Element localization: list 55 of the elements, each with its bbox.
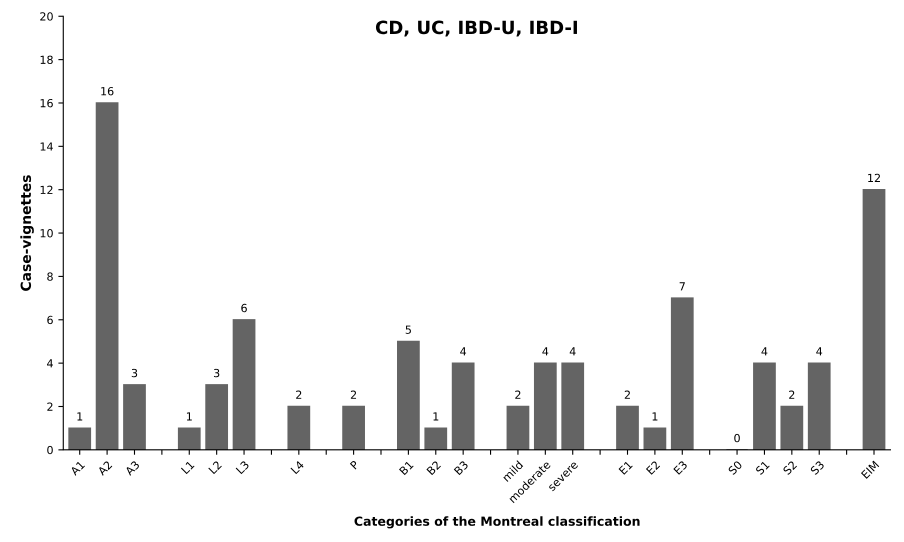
- x-tick-label: E2: [646, 460, 660, 475]
- y-tick-label: 10: [40, 229, 53, 238]
- data-label: 3: [132, 368, 138, 378]
- data-label: 4: [816, 347, 822, 356]
- data-label: 1: [433, 412, 438, 420]
- y-tick-label: 8: [47, 272, 53, 281]
- x-axis-title: Categories of the Montreal classification: [354, 516, 640, 528]
- y-axis-title: Case-vignettes: [20, 175, 34, 291]
- x-tick-label: S2: [782, 460, 798, 476]
- data-label: 16: [101, 87, 114, 96]
- x-tick-label: S0: [728, 460, 743, 476]
- y-tick-label: 0: [47, 446, 53, 454]
- x-tick-label: EIM: [860, 460, 880, 479]
- data-label: 1: [186, 412, 192, 420]
- y-tick-label: 4: [47, 359, 53, 368]
- x-tick-label: E3: [673, 460, 688, 475]
- data-label: 1: [652, 412, 658, 420]
- y-tick-label: 16: [40, 98, 53, 108]
- data-label: 0: [734, 434, 740, 442]
- x-tick-label: L3: [236, 460, 250, 474]
- data-label: 5: [406, 326, 411, 334]
- data-label: 4: [542, 347, 548, 356]
- data-label: 1: [77, 412, 82, 420]
- chart-title: CD, UC, IBD-U, IBD-I: [376, 20, 577, 37]
- y-tick-label: 14: [40, 142, 53, 151]
- x-tick-label: P: [350, 460, 360, 470]
- x-tick-label: B1: [399, 460, 414, 476]
- data-label: 2: [296, 390, 302, 399]
- x-tick-label: S1: [755, 460, 770, 476]
- data-label: 4: [570, 347, 576, 356]
- x-tick-label: S3: [810, 460, 825, 476]
- data-label: 2: [350, 390, 356, 399]
- data-label: 7: [680, 282, 685, 290]
- x-tick-label: B2: [426, 460, 441, 476]
- x-tick-label: L1: [180, 460, 195, 474]
- data-label: 2: [624, 390, 630, 399]
- x-tick-label: E1: [618, 460, 633, 475]
- y-tick-label: 6: [47, 316, 53, 324]
- x-tick-label: A2: [96, 460, 112, 476]
- y-tick-label: 18: [40, 56, 53, 64]
- y-tick-label: 20: [40, 12, 53, 21]
- x-tick-label: B3: [454, 460, 469, 476]
- x-tick-label: A3: [124, 460, 140, 476]
- y-tick-label: 2: [47, 402, 52, 411]
- data-label: 3: [214, 368, 220, 378]
- x-tick-label: L4: [290, 460, 304, 474]
- y-tick-label: 12: [40, 186, 52, 194]
- x-tick-label: L2: [208, 460, 222, 474]
- data-label: 12: [868, 174, 880, 182]
- data-label: 2: [789, 390, 794, 399]
- data-label: 4: [761, 347, 768, 356]
- x-tick-label: A1: [70, 460, 85, 476]
- data-label: 4: [460, 347, 466, 356]
- data-label: 6: [241, 304, 247, 312]
- data-label: 2: [515, 390, 520, 399]
